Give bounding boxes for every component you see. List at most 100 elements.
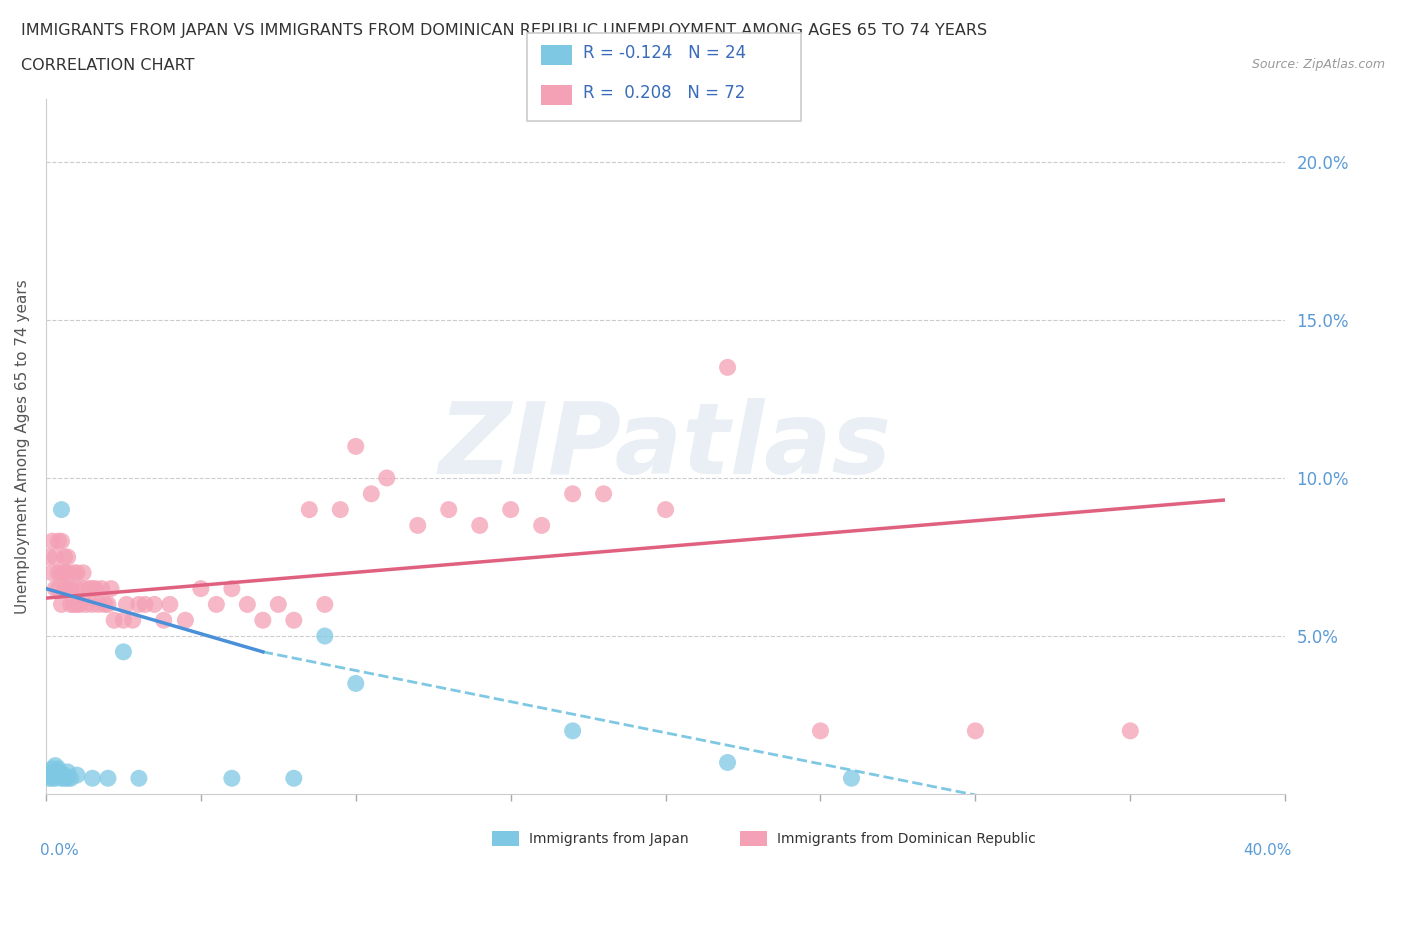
Point — [59, 597, 82, 612]
Point — [56, 550, 79, 565]
Text: IMMIGRANTS FROM JAPAN VS IMMIGRANTS FROM DOMINICAN REPUBLIC UNEMPLOYMENT AMONG A: IMMIGRANTS FROM JAPAN VS IMMIGRANTS FROM… — [21, 23, 987, 38]
Point — [112, 644, 135, 659]
Point — [69, 597, 91, 612]
Point — [128, 597, 150, 612]
Point — [48, 581, 70, 596]
Point — [128, 771, 150, 786]
Point — [103, 613, 125, 628]
Point — [592, 486, 614, 501]
Point — [468, 518, 491, 533]
Point — [51, 597, 73, 612]
Point — [205, 597, 228, 612]
Y-axis label: Unemployment Among Ages 65 to 74 years: Unemployment Among Ages 65 to 74 years — [15, 279, 30, 614]
Point — [965, 724, 987, 738]
Point — [561, 724, 583, 738]
Point — [51, 534, 73, 549]
Point — [314, 629, 336, 644]
Point — [41, 771, 63, 786]
Point — [82, 581, 104, 596]
Point — [97, 771, 120, 786]
Point — [94, 597, 117, 612]
Point — [63, 565, 86, 580]
Point — [38, 767, 60, 782]
FancyBboxPatch shape — [740, 830, 768, 846]
Point — [41, 565, 63, 580]
Point — [53, 767, 76, 782]
Point — [841, 771, 863, 786]
Point — [236, 597, 259, 612]
Point — [152, 613, 174, 628]
Point — [48, 534, 70, 549]
Point — [66, 597, 89, 612]
Text: R = -0.124   N = 24: R = -0.124 N = 24 — [583, 44, 747, 62]
Point — [90, 581, 112, 596]
Point — [267, 597, 290, 612]
Point — [48, 565, 70, 580]
Point — [51, 767, 73, 782]
Point — [298, 502, 321, 517]
Point — [375, 471, 398, 485]
Point — [72, 565, 94, 580]
Point — [44, 771, 66, 786]
Point — [100, 581, 122, 596]
Point — [53, 550, 76, 565]
Point — [51, 565, 73, 580]
Point — [115, 597, 138, 612]
Point — [44, 550, 66, 565]
Point — [314, 597, 336, 612]
Text: Immigrants from Japan: Immigrants from Japan — [529, 831, 689, 845]
Point — [56, 565, 79, 580]
Point — [75, 597, 97, 612]
Point — [360, 486, 382, 501]
Point — [72, 581, 94, 596]
Point — [716, 360, 738, 375]
Point — [499, 502, 522, 517]
Point — [44, 581, 66, 596]
Point — [437, 502, 460, 517]
Point — [82, 597, 104, 612]
Point — [44, 758, 66, 773]
Point — [221, 581, 243, 596]
Point — [53, 581, 76, 596]
Point — [174, 613, 197, 628]
Point — [810, 724, 832, 738]
Text: 0.0%: 0.0% — [39, 843, 79, 857]
Point — [44, 764, 66, 779]
Point — [654, 502, 676, 517]
Point — [283, 613, 305, 628]
Point — [329, 502, 352, 517]
Point — [561, 486, 583, 501]
Point — [56, 581, 79, 596]
Point — [41, 534, 63, 549]
Point — [252, 613, 274, 628]
Point — [283, 771, 305, 786]
Point — [530, 518, 553, 533]
Text: Source: ZipAtlas.com: Source: ZipAtlas.com — [1251, 58, 1385, 71]
Point — [56, 764, 79, 779]
Text: ZIPatlas: ZIPatlas — [439, 398, 893, 495]
Text: CORRELATION CHART: CORRELATION CHART — [21, 58, 194, 73]
Text: Immigrants from Dominican Republic: Immigrants from Dominican Republic — [778, 831, 1036, 845]
Point — [38, 771, 60, 786]
Point — [59, 771, 82, 786]
Point — [66, 565, 89, 580]
Point — [190, 581, 212, 596]
Point — [41, 762, 63, 777]
Text: 40.0%: 40.0% — [1243, 843, 1291, 857]
FancyBboxPatch shape — [492, 830, 519, 846]
Point — [97, 597, 120, 612]
Point — [716, 755, 738, 770]
Point — [48, 764, 70, 779]
Point — [53, 771, 76, 786]
Point — [134, 597, 156, 612]
Point — [63, 597, 86, 612]
Point — [48, 762, 70, 777]
Point — [66, 581, 89, 596]
Point — [41, 764, 63, 779]
Point — [51, 502, 73, 517]
Text: R =  0.208   N = 72: R = 0.208 N = 72 — [583, 84, 745, 102]
Point — [66, 767, 89, 782]
Point — [406, 518, 429, 533]
Point — [51, 771, 73, 786]
Point — [1119, 724, 1142, 738]
